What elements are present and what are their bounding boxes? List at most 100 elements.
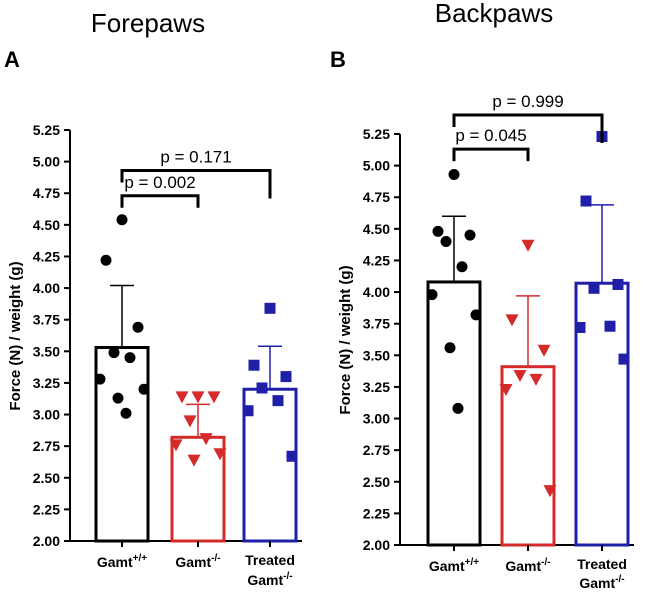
data-point: [464, 229, 476, 241]
data-point: [574, 321, 586, 333]
data-point: [272, 395, 284, 407]
data-point: [120, 407, 132, 419]
panel-label: A: [4, 47, 20, 72]
y-tick-label: 3.75: [33, 312, 60, 328]
data-point: [264, 302, 276, 314]
category-label: Gamt-/-: [579, 574, 624, 591]
data-point: [242, 405, 254, 417]
p-value-label: p = 0.171: [160, 147, 231, 166]
data-point: [513, 370, 527, 383]
data-point: [456, 261, 468, 273]
data-point: [426, 289, 438, 301]
data-point: [256, 382, 268, 394]
data-point: [124, 352, 136, 364]
p-value-label: p = 0.999: [492, 92, 563, 111]
data-point: [94, 373, 106, 385]
y-tick-label: 2.50: [33, 470, 60, 486]
panel-a: Forepaws A Force (N) / weight (g) 2.00 2.25 2…: [4, 8, 302, 588]
significance-bracket: [120, 194, 200, 208]
significance-bracket: [452, 113, 604, 144]
y-tick-label: 2.75: [363, 442, 390, 458]
category-label-prefix: Treated: [245, 552, 295, 568]
data-point: [580, 195, 592, 207]
data-point: [207, 391, 221, 404]
y-tick-label: 3.75: [363, 316, 390, 332]
data-point: [199, 433, 213, 446]
data-point: [529, 373, 543, 386]
data-point: [100, 254, 112, 266]
category-label: Gamt-/-: [505, 557, 550, 574]
data-point: [444, 342, 456, 354]
data-point: [604, 320, 616, 332]
y-tick-label: 2.50: [363, 474, 390, 490]
data-point: [612, 278, 624, 290]
chart-title: Backpaws: [435, 0, 554, 28]
y-tick-label: 2.00: [33, 533, 60, 549]
category-label: Gamt-/-: [247, 571, 292, 588]
data-point: [286, 450, 298, 462]
y-tick-label: 5.25: [33, 122, 60, 138]
y-tick-label: 5.00: [33, 154, 60, 170]
p-value-label: p = 0.002: [124, 173, 195, 192]
data-point: [132, 321, 144, 333]
y-tick-label: 2.25: [363, 505, 390, 521]
y-tick-label: 4.25: [363, 252, 390, 268]
y-axis-label: Force (N) / weight (g): [337, 265, 354, 414]
data-point: [448, 168, 460, 180]
panel-label: B: [330, 47, 346, 72]
y-tick-label: 2.75: [33, 438, 60, 454]
y-tick-label: 5.00: [363, 158, 390, 174]
y-tick-label: 3.00: [33, 407, 60, 423]
y-tick-label: 4.75: [363, 189, 390, 205]
data-point: [618, 353, 630, 365]
data-point: [175, 391, 189, 404]
y-tick-label: 4.00: [33, 280, 60, 296]
y-tick-label: 2.00: [363, 537, 390, 553]
data-point: [499, 383, 513, 396]
data-point: [169, 439, 183, 452]
data-point: [213, 448, 227, 461]
y-tick-label: 4.50: [33, 217, 60, 233]
p-value-label: p = 0.045: [455, 126, 526, 145]
y-tick-label: 4.00: [363, 284, 390, 300]
category-label-prefix: Treated: [577, 556, 627, 572]
y-tick-label: 2.25: [33, 501, 60, 517]
bar: [426, 280, 482, 547]
category-label: Gamt+/+: [429, 557, 479, 574]
y-tick-label: 3.00: [363, 411, 390, 427]
data-point: [470, 309, 482, 321]
significance-bracket: [452, 147, 530, 162]
data-point: [108, 347, 120, 359]
category-label: Gamt+/+: [97, 553, 147, 570]
y-tick-label: 3.50: [33, 343, 60, 359]
data-point: [432, 225, 444, 237]
y-tick-label: 4.50: [363, 221, 390, 237]
y-tick-label: 3.25: [363, 379, 390, 395]
y-tick-label: 3.25: [33, 375, 60, 391]
chart-title: Forepaws: [91, 8, 205, 38]
y-axis-label: Force (N) / weight (g): [7, 261, 24, 410]
category-label: Gamt-/-: [175, 553, 220, 570]
y-tick-label: 3.50: [363, 347, 390, 363]
data-point: [138, 383, 150, 395]
y-tick-label: 5.25: [363, 126, 390, 142]
data-point: [248, 359, 260, 371]
significance-bracket: [120, 168, 272, 199]
data-point: [112, 392, 124, 404]
data-point: [183, 415, 197, 428]
y-tick-label: 4.25: [33, 248, 60, 264]
data-point: [537, 344, 551, 357]
bar: [500, 365, 556, 547]
panel-b: Backpaws B Force (N) / weight (g) 2.00 2.25 2…: [330, 0, 634, 591]
data-point: [505, 314, 519, 327]
data-point: [187, 454, 201, 467]
data-point: [588, 282, 600, 294]
data-point: [543, 485, 557, 498]
data-point: [191, 391, 205, 404]
y-tick-label: 4.75: [33, 185, 60, 201]
data-point: [280, 371, 292, 383]
data-point: [440, 235, 452, 247]
data-point: [116, 214, 128, 226]
data-point: [521, 239, 535, 252]
